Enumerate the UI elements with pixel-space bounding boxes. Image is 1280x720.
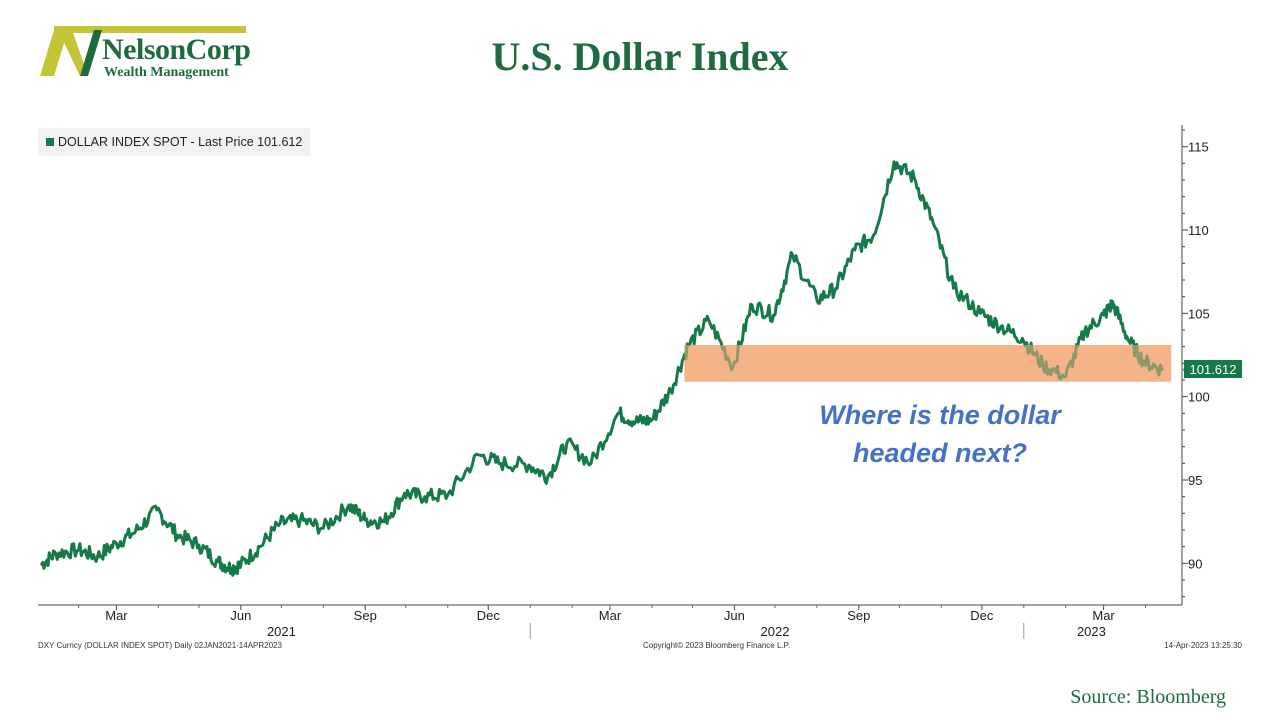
annotation-question: Where is the dollar headed next? (819, 400, 1061, 468)
chart-legend: DOLLAR INDEX SPOT - Last Price 101.612 (38, 128, 311, 156)
x-year-label: 2021 (267, 624, 296, 639)
x-tick-label: Dec (477, 608, 501, 623)
series-line-dollar-index (39, 160, 1164, 577)
last-price-label: 101.612 (1184, 360, 1242, 378)
footer-ticker: DXY Curncy (DOLLAR INDEX SPOT) Daily 02J… (38, 641, 282, 650)
x-year-label: 2022 (761, 624, 790, 639)
support-band-overlay (684, 345, 1172, 382)
y-tick-label: 110 (1188, 223, 1209, 238)
x-tick-label: Sep (847, 608, 870, 623)
legend-swatch (46, 138, 54, 146)
logo-name: NelsonCorp (102, 33, 251, 66)
x-year-label: 2023 (1077, 624, 1106, 639)
y-tick-label: 115 (1188, 140, 1209, 155)
x-tick-label: Sep (354, 608, 377, 623)
source-note: Source: Bloomberg (1070, 686, 1226, 708)
x-tick-label: Jun (724, 608, 745, 623)
y-tick-label: 95 (1188, 473, 1202, 488)
footer-copyright: Copyright© 2023 Bloomberg Finance L.P. (643, 641, 791, 650)
y-tick-label: 100 (1188, 390, 1210, 405)
x-tick-label: Mar (105, 608, 128, 623)
y-tick-label: 105 (1188, 306, 1210, 321)
company-logo: NelsonCorp Wealth Management (40, 26, 260, 82)
y-tick-label: 90 (1188, 556, 1202, 571)
logo-subtitle: Wealth Management (104, 65, 229, 80)
x-tick-label: Jun (230, 608, 251, 623)
footer-timestamp: 14-Apr-2023 13:25:30 (1164, 641, 1242, 650)
x-tick-label: Mar (1092, 608, 1115, 623)
logo-n-mark (40, 26, 246, 76)
legend-label: DOLLAR INDEX SPOT - Last Price 101.612 (58, 135, 303, 149)
page-title: U.S. Dollar Index (491, 34, 789, 79)
x-tick-label: Dec (970, 608, 994, 623)
x-tick-label: Mar (599, 608, 622, 623)
